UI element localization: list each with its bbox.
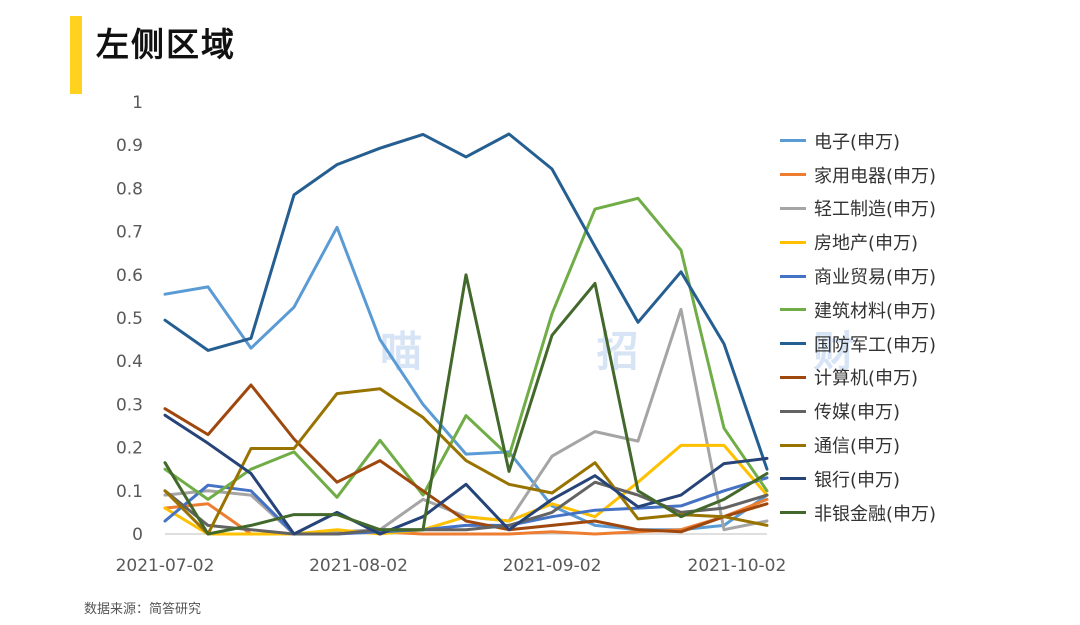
title-accent-bar	[70, 16, 82, 94]
x-tick-label: 2021-09-02	[503, 556, 602, 576]
legend-swatch	[780, 240, 806, 244]
y-tick-label: 0.1	[116, 482, 143, 502]
legend-item: 房地产(申万)	[780, 225, 936, 259]
y-axis-ticks: 0 0.1 0.2 0.3 0.4 0.5 0.6 0.7 0.8 0.9 1	[116, 93, 143, 545]
legend-label: 房地产(申万)	[814, 233, 919, 255]
legend-swatch	[780, 274, 806, 278]
series-line-11	[163, 273, 769, 536]
legend-item: 建筑材料(申万)	[780, 293, 936, 327]
y-tick-label: 0.2	[116, 439, 143, 459]
legend-label: 计算机(申万)	[814, 368, 919, 390]
legend-item: 轻工制造(申万)	[780, 192, 936, 226]
legend-item: 计算机(申万)	[780, 361, 936, 395]
legend-item: 非银金融(申万)	[780, 496, 936, 530]
series-line-10	[163, 413, 769, 536]
legend-swatch	[780, 443, 806, 447]
series-line-5	[163, 196, 769, 501]
legend-label: 通信(申万)	[814, 436, 901, 458]
legend-item: 电子(申万)	[780, 124, 936, 158]
legend-label: 轻工制造(申万)	[814, 199, 937, 221]
x-axis-ticks: 2021-07-02 2021-08-02 2021-09-02 2021-10-02	[116, 556, 787, 576]
legend-swatch	[780, 173, 806, 177]
legend-swatch	[780, 477, 806, 481]
x-tick-label: 2021-07-02	[116, 556, 215, 576]
legend-item: 传媒(申万)	[780, 394, 936, 428]
legend-swatch	[780, 375, 806, 379]
legend-label: 银行(申万)	[814, 469, 901, 491]
chart-legend: 电子(申万) 家用电器(申万) 轻工制造(申万) 房地产(申万) 商业贸易(申万) 建筑材…	[780, 124, 936, 530]
y-tick-label: 0.5	[116, 309, 143, 329]
y-tick-label: 1	[132, 93, 143, 113]
legend-label: 传媒(申万)	[814, 402, 901, 424]
series-line-7	[163, 383, 769, 534]
page-title: 左侧区域	[96, 25, 236, 64]
legend-label: 电子(申万)	[814, 131, 901, 153]
x-tick-label: 2021-10-02	[688, 556, 787, 576]
series-lines	[163, 132, 769, 536]
legend-item: 银行(申万)	[780, 462, 936, 496]
y-tick-label: 0.3	[116, 395, 143, 415]
legend-swatch	[780, 139, 806, 143]
watermark: 喵 招 财	[380, 327, 936, 376]
legend-swatch	[780, 206, 806, 210]
series-line-3	[163, 443, 769, 536]
legend-label: 建筑材料(申万)	[814, 300, 937, 322]
legend-label: 家用电器(申万)	[814, 165, 937, 187]
y-tick-label: 0.7	[116, 223, 143, 243]
legend-swatch	[780, 409, 806, 413]
legend-swatch	[780, 511, 806, 515]
series-line-6	[163, 132, 769, 471]
legend-swatch	[780, 342, 806, 346]
legend-item: 商业贸易(申万)	[780, 259, 936, 293]
y-tick-label: 0.8	[116, 179, 143, 199]
data-source-note: 数据来源：简答研究	[84, 602, 202, 617]
legend-item: 通信(申万)	[780, 428, 936, 462]
legend-item: 国防军工(申万)	[780, 327, 936, 361]
legend-swatch	[780, 308, 806, 312]
y-tick-label: 0.6	[116, 266, 143, 286]
y-tick-label: 0.9	[116, 136, 143, 156]
y-tick-label: 0	[132, 525, 143, 545]
legend-item: 家用电器(申万)	[780, 158, 936, 192]
x-tick-label: 2021-08-02	[309, 556, 408, 576]
legend-label: 国防军工(申万)	[814, 334, 937, 356]
series-line-9	[163, 387, 769, 536]
legend-label: 商业贸易(申万)	[814, 267, 937, 289]
legend-label: 非银金融(申万)	[814, 503, 937, 525]
y-tick-label: 0.4	[116, 352, 143, 372]
